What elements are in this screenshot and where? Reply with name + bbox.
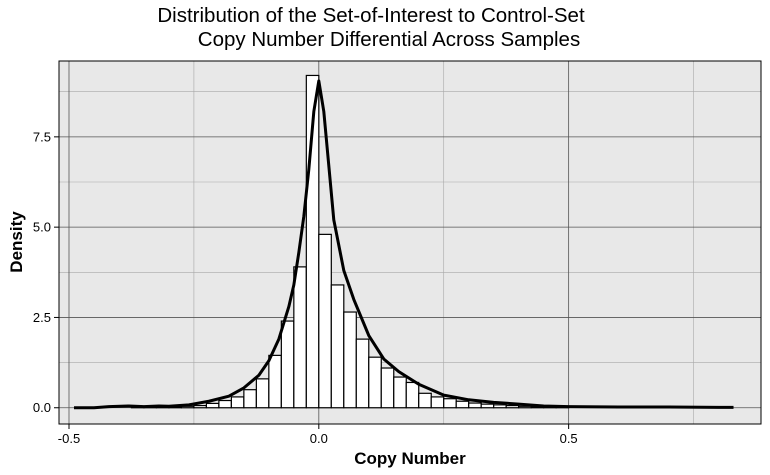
histogram-bar [318,233,332,409]
y-tick-label: 0.0 [33,400,51,415]
x-tick-label: 0.5 [560,431,578,446]
y-tick-label: 7.5 [33,129,51,144]
histogram-bar [430,396,445,409]
histogram-bar [393,376,407,409]
histogram-bar [293,266,307,409]
histogram-bar [193,404,207,409]
histogram-bar [343,311,357,409]
histogram-bar [330,284,345,409]
histogram-bar [405,381,420,409]
y-axis-ticks: 0.0 2.5 5.0 7.5 [33,129,59,415]
chart-title-line-2: Copy Number Differential Across Samples [197,28,581,51]
x-axis-ticks: -0.5 0.0 0.5 [58,424,578,446]
histogram-bar [455,400,470,409]
histogram-bar [243,389,257,409]
y-axis-title: Density [7,211,26,273]
histogram-bar [518,405,532,409]
plot-panel [59,61,761,424]
plot-border [58,60,762,425]
x-tick-label: -0.5 [58,431,80,446]
density-curve [73,79,734,410]
histogram-bar [480,403,495,409]
histogram-bar [230,396,245,409]
chart-title-line-1: Distribution of the Set-of-Interest to C… [157,4,585,27]
histogram-bar [505,404,520,409]
histogram-bar [268,354,282,409]
histogram-bar [443,398,457,409]
histogram-bar [493,404,507,409]
histogram-bar [218,399,232,409]
histogram-bar [418,392,432,409]
histogram-bar [380,367,395,409]
x-axis-title: Copy Number [354,449,466,468]
histogram-bar [355,338,370,409]
histogram-bar [255,378,270,409]
x-tick-label: 0.0 [310,431,328,446]
y-tick-label: 5.0 [33,220,51,235]
histogram-bar [368,356,382,409]
minor-gridlines [59,61,761,424]
histogram-bar [280,320,295,409]
y-tick-label: 2.5 [33,310,51,325]
histogram-bar [468,402,482,409]
histogram-bar [205,402,220,409]
